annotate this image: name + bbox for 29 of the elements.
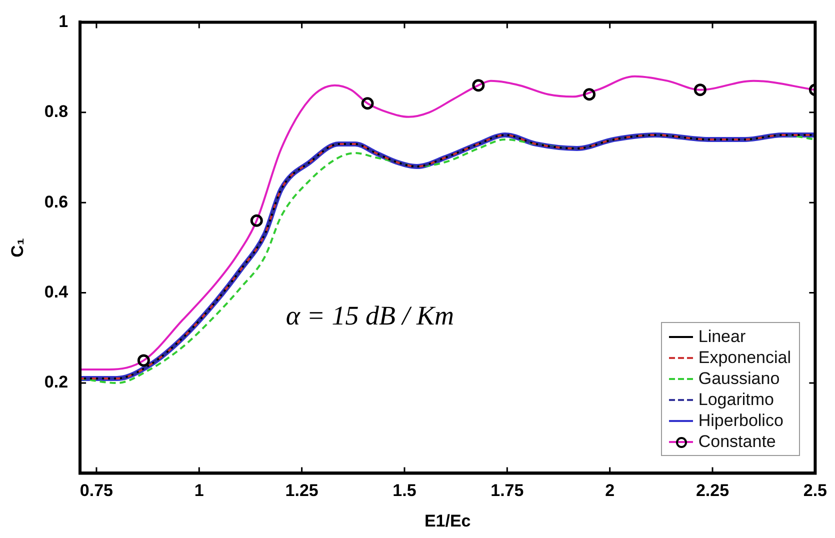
x-tick-label: 1.75 — [490, 481, 524, 500]
x-tick-label: 1.25 — [285, 481, 318, 500]
x-tick-label: 1 — [194, 481, 204, 500]
point — [250, 214, 263, 227]
x-tick-label: 2.25 — [696, 481, 730, 500]
legend-label: Linear — [698, 326, 746, 347]
y-tick-label: 1 — [58, 12, 68, 31]
legend-label: Constante — [698, 431, 776, 452]
y-tick-label: 0.8 — [44, 102, 68, 122]
line-series — [80, 75, 816, 370]
point — [583, 88, 596, 101]
x-tick-label: 2.5 — [803, 481, 828, 500]
x-tick-label: 0.75 — [80, 481, 114, 500]
y-tick-label: 0.6 — [44, 192, 68, 212]
y-axis-title: C₁ — [8, 238, 27, 258]
annotation: α = 15 dB / Km — [286, 300, 454, 330]
legend-label: Hiperbolico — [698, 410, 784, 431]
y-tick-label: 0.2 — [44, 372, 68, 392]
point — [472, 79, 485, 92]
x-tick-label: 2 — [605, 481, 615, 500]
y-tick-label: 0.4 — [44, 282, 69, 302]
legend-label: Exponencial — [698, 347, 791, 368]
x-tick-label: 1.5 — [392, 481, 416, 500]
legend-label: Logaritmo — [698, 389, 774, 410]
point — [137, 354, 150, 367]
point — [361, 97, 374, 110]
legend-label: Gaussiano — [698, 368, 780, 389]
point — [694, 84, 706, 96]
x-axis-title: E1/Ec — [424, 511, 471, 530]
